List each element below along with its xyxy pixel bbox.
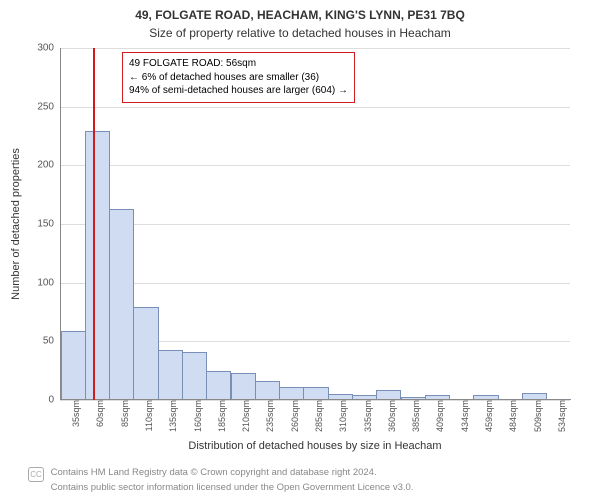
grid-line bbox=[60, 48, 570, 49]
annotation-line: 94% of semi-detached houses are larger (… bbox=[129, 84, 348, 98]
x-tick-label: 434sqm bbox=[458, 400, 470, 432]
chart-container: 49, FOLGATE ROAD, HEACHAM, KING'S LYNN, … bbox=[0, 0, 600, 500]
histogram-bar bbox=[231, 373, 256, 400]
x-tick-label: 135sqm bbox=[166, 400, 178, 432]
x-tick-label: 285sqm bbox=[312, 400, 324, 432]
x-tick-label: 385sqm bbox=[409, 400, 421, 432]
chart-subtitle: Size of property relative to detached ho… bbox=[0, 24, 600, 42]
x-tick-label: 185sqm bbox=[215, 400, 227, 432]
x-tick-label: 409sqm bbox=[433, 400, 445, 432]
x-tick-label: 484sqm bbox=[506, 400, 518, 432]
histogram-bar bbox=[158, 350, 183, 400]
grid-line bbox=[60, 165, 570, 166]
reference-line bbox=[93, 48, 95, 400]
histogram-bar bbox=[85, 131, 110, 400]
histogram-bar bbox=[182, 352, 207, 400]
y-tick-label: 200 bbox=[37, 160, 60, 171]
histogram-bar bbox=[206, 371, 231, 400]
histogram-bar bbox=[133, 307, 158, 400]
x-tick-label: 534sqm bbox=[555, 400, 567, 432]
y-tick-label: 300 bbox=[37, 43, 60, 54]
annotation-line: ← 6% of detached houses are smaller (36) bbox=[129, 71, 348, 85]
plot-area: 05010015020025030035sqm60sqm85sqm110sqm1… bbox=[60, 48, 570, 400]
x-tick-label: 360sqm bbox=[385, 400, 397, 432]
chart-title: 49, FOLGATE ROAD, HEACHAM, KING'S LYNN, … bbox=[0, 0, 600, 24]
x-tick-label: 335sqm bbox=[361, 400, 373, 432]
y-tick-label: 100 bbox=[37, 277, 60, 288]
annotation-line: 49 FOLGATE ROAD: 56sqm bbox=[129, 57, 348, 71]
x-tick-label: 60sqm bbox=[93, 400, 105, 427]
histogram-bar bbox=[61, 331, 86, 400]
y-tick-label: 50 bbox=[43, 336, 60, 347]
grid-line bbox=[60, 224, 570, 225]
y-axis-label: Number of detached properties bbox=[8, 48, 24, 400]
x-tick-label: 35sqm bbox=[69, 400, 81, 427]
x-tick-label: 110sqm bbox=[142, 400, 154, 431]
grid-line bbox=[60, 107, 570, 108]
x-axis-label: Distribution of detached houses by size … bbox=[60, 440, 570, 452]
x-tick-label: 459sqm bbox=[482, 400, 494, 432]
annotation-box: 49 FOLGATE ROAD: 56sqm← 6% of detached h… bbox=[122, 52, 355, 103]
histogram-bar bbox=[109, 209, 134, 400]
y-tick-label: 150 bbox=[37, 219, 60, 230]
x-tick-label: 210sqm bbox=[239, 400, 251, 432]
x-tick-label: 310sqm bbox=[336, 400, 348, 432]
footer-attribution: CC Contains HM Land Registry data © Crow… bbox=[28, 467, 413, 494]
x-tick-label: 509sqm bbox=[531, 400, 543, 432]
footer-line1: Contains HM Land Registry data © Crown c… bbox=[51, 467, 377, 478]
x-tick-label: 160sqm bbox=[191, 400, 203, 432]
license-icon: CC bbox=[28, 467, 44, 482]
y-tick-label: 0 bbox=[48, 395, 60, 406]
x-tick-label: 235sqm bbox=[263, 400, 275, 432]
x-tick-label: 260sqm bbox=[288, 400, 300, 432]
footer-line2: Contains public sector information licen… bbox=[51, 482, 414, 493]
histogram-bar bbox=[255, 381, 280, 400]
y-tick-label: 250 bbox=[37, 101, 60, 112]
grid-line bbox=[60, 283, 570, 284]
x-tick-label: 85sqm bbox=[118, 400, 130, 427]
